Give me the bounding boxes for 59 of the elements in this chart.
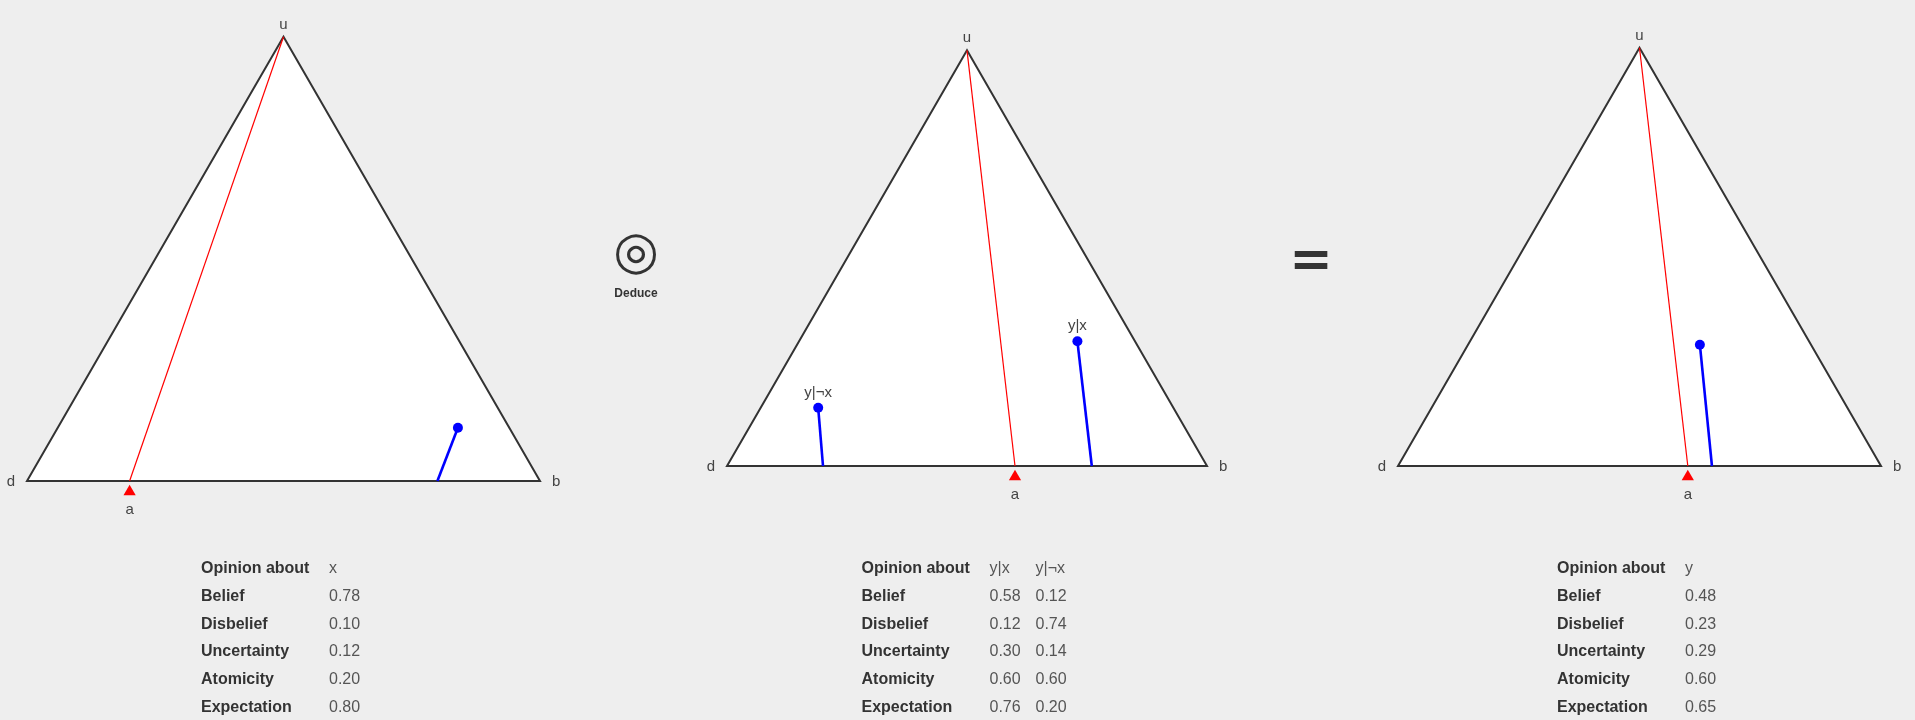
data-label: 0.60 — [989, 670, 1021, 688]
data-label: 0.74 — [1035, 614, 1067, 632]
data-label: 0.78 — [329, 586, 361, 604]
text: a — [1010, 485, 1020, 502]
category-label: Disbelief — [1557, 614, 1625, 632]
text: d — [706, 457, 715, 474]
data-label: 0.30 — [989, 642, 1021, 660]
category-label: Expectation — [861, 698, 953, 715]
data-label: 0.48 — [1685, 586, 1717, 604]
data-label: 0.12 — [1035, 586, 1067, 604]
data-label: 0.12 — [989, 614, 1021, 632]
data-label: 0.12 — [329, 642, 361, 660]
text: x — [329, 559, 337, 576]
data-label: 0.20 — [1035, 698, 1067, 715]
text: y|x — [989, 559, 1010, 576]
category-label: Belief — [201, 586, 246, 604]
legend-title: Opinion about — [861, 559, 971, 576]
category-label: Atomicity — [1557, 670, 1630, 688]
text: b — [552, 472, 561, 489]
text: Deduce — [614, 286, 658, 300]
category-label: Expectation — [1557, 698, 1648, 715]
legend-title: Opinion about — [1557, 559, 1667, 576]
text: a — [1683, 485, 1693, 502]
text: a — [125, 500, 135, 517]
category-label: Atomicity — [201, 670, 274, 688]
text: u — [962, 28, 972, 46]
category-label: Disbelief — [861, 614, 929, 632]
category-label: Disbelief — [201, 614, 269, 632]
text: b — [1893, 457, 1902, 474]
text: y — [1685, 559, 1693, 576]
text: u — [279, 14, 288, 32]
category-label: Belief — [861, 586, 906, 604]
text: = — [1289, 228, 1333, 288]
text: y|x — [1067, 316, 1088, 334]
category-label: Expectation — [201, 698, 292, 715]
text: b — [1219, 457, 1228, 474]
category-label: Belief — [1557, 586, 1602, 604]
data-label: 0.60 — [1035, 670, 1067, 688]
data-label: 0.58 — [989, 586, 1021, 604]
text: d — [1377, 457, 1386, 474]
text: d — [6, 472, 15, 489]
data-label: 0.10 — [329, 614, 361, 632]
category-label: Uncertainty — [201, 642, 290, 660]
data-label: 0.60 — [1685, 670, 1717, 688]
category-label: Atomicity — [861, 670, 935, 688]
text: y|¬x — [1035, 559, 1065, 576]
legend-title: Opinion about — [201, 559, 311, 576]
data-label: 0.76 — [989, 698, 1021, 715]
data-label: 0.14 — [1035, 642, 1067, 660]
data-label: 0.29 — [1685, 642, 1717, 660]
category-label: Uncertainty — [1557, 642, 1646, 660]
data-label: 0.23 — [1685, 614, 1717, 632]
text: ◎ — [613, 220, 659, 280]
text: u — [1635, 25, 1644, 43]
category-label: Uncertainty — [861, 642, 950, 660]
data-label: 0.20 — [329, 670, 361, 688]
data-label: 0.65 — [1685, 698, 1717, 715]
data-label: 0.80 — [329, 698, 361, 715]
text: y|¬x — [804, 382, 833, 400]
